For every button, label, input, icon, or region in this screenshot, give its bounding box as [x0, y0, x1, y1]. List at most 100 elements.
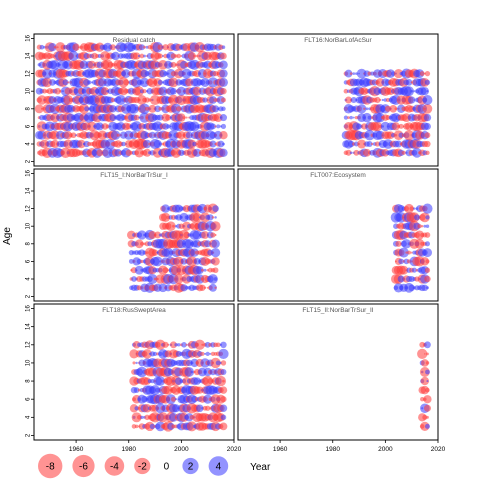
y-tick-label: 16 — [26, 34, 32, 41]
bubble — [208, 274, 218, 284]
bubble — [219, 386, 228, 394]
bubble — [211, 257, 220, 266]
bubble — [426, 90, 429, 93]
bubble — [417, 348, 428, 360]
bubble — [42, 88, 47, 94]
bubble — [196, 404, 204, 413]
y-tick-label: 10 — [26, 222, 32, 229]
bubble — [215, 342, 221, 348]
bubble — [192, 212, 202, 223]
bubble — [419, 367, 430, 377]
bubble — [157, 79, 163, 85]
bubble — [218, 44, 224, 50]
bubble-group — [341, 68, 433, 158]
bubble — [160, 212, 171, 223]
bubble-group — [417, 341, 432, 432]
bubble — [424, 132, 431, 139]
bubble — [148, 104, 157, 113]
bubble — [215, 360, 221, 366]
bubble — [62, 79, 69, 86]
bubble — [139, 103, 150, 115]
x-tick-label: 2000 — [378, 446, 393, 453]
bubble — [221, 106, 226, 112]
y-tick-label: 12 — [26, 341, 32, 348]
bubble — [152, 351, 158, 357]
bubble — [162, 267, 169, 274]
bubble — [96, 149, 104, 157]
bubble — [362, 112, 372, 123]
bubble — [181, 68, 192, 79]
bubble — [220, 396, 227, 403]
bubble — [48, 42, 57, 52]
y-tick-label: 14 — [26, 52, 32, 59]
bubble — [207, 378, 214, 384]
legend-label: 0 — [164, 462, 170, 473]
bubble — [177, 113, 186, 122]
y-tick-label: 16 — [26, 305, 32, 312]
bubble — [211, 239, 220, 249]
bubble — [424, 70, 431, 77]
bubble — [55, 42, 66, 53]
bubble — [408, 284, 415, 292]
x-tick-label: 2020 — [227, 446, 242, 453]
bubble — [140, 415, 144, 419]
bubble — [207, 214, 214, 221]
bubble — [163, 247, 174, 258]
bubble — [222, 142, 225, 146]
bubble — [420, 397, 425, 402]
bubble — [425, 286, 429, 290]
bubble — [220, 123, 227, 129]
bubble — [219, 148, 228, 158]
bubble — [110, 130, 121, 140]
bubble — [349, 72, 353, 75]
bubble — [115, 94, 126, 106]
bubble — [218, 77, 228, 87]
bubble — [134, 106, 139, 111]
bubble — [157, 53, 163, 59]
bubble-group — [390, 203, 433, 293]
bubble — [194, 339, 205, 350]
bubble — [137, 230, 147, 240]
bubble — [384, 105, 392, 112]
bubble — [136, 415, 142, 420]
bubble — [183, 231, 190, 239]
bubble — [213, 277, 218, 281]
bubble — [424, 341, 431, 349]
bubble — [167, 269, 170, 272]
bubble — [49, 79, 56, 86]
bubble — [131, 121, 142, 132]
bubble — [143, 45, 146, 49]
bubble — [219, 422, 228, 431]
y-tick-label: 10 — [26, 87, 32, 94]
bubble — [181, 342, 187, 348]
bubble — [413, 90, 416, 93]
bubble — [142, 139, 152, 149]
y-tick-label: 4 — [26, 277, 32, 281]
bubble — [403, 130, 415, 141]
bubble — [148, 131, 156, 139]
bubble — [425, 361, 430, 365]
bubble — [421, 284, 429, 292]
bubble — [138, 44, 145, 51]
legend-bubble — [72, 454, 95, 478]
panel-title: FLT15_I:NorBarTrSur_I — [100, 172, 168, 179]
y-tick-label: 12 — [26, 70, 32, 77]
legend-bubble — [182, 457, 199, 475]
bubble — [422, 95, 433, 105]
legend-label: -8 — [46, 462, 55, 473]
bubble — [423, 122, 431, 130]
bubble — [413, 207, 416, 210]
bubble — [350, 96, 357, 104]
bubble — [210, 357, 221, 369]
bubble — [179, 212, 189, 222]
y-tick-label: 14 — [26, 323, 32, 330]
bubble — [221, 45, 226, 49]
bubble — [421, 225, 424, 228]
bubble — [196, 386, 204, 394]
bubble — [213, 113, 223, 123]
bubble — [202, 97, 208, 103]
bubble — [155, 339, 166, 350]
bubble — [347, 140, 355, 148]
x-tick-label: 1960 — [69, 446, 84, 453]
bubble — [150, 385, 161, 396]
